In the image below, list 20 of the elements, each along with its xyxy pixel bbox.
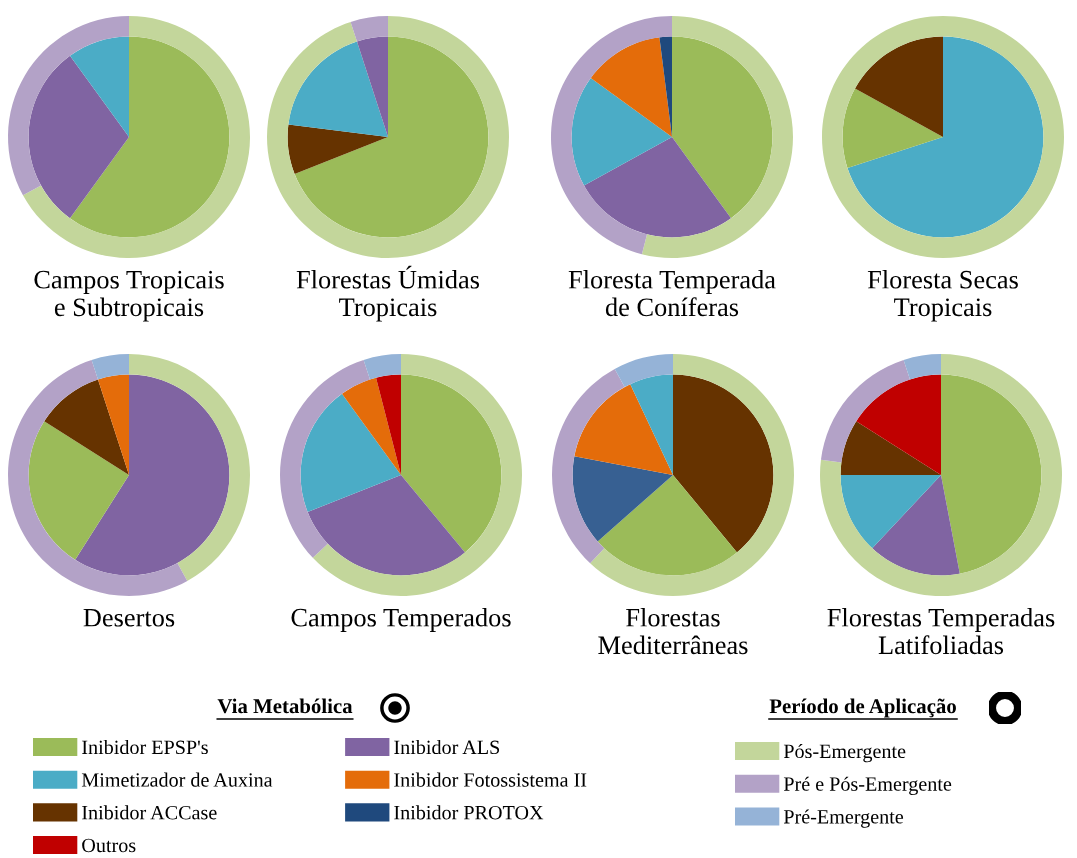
text: Floresta Secas Tropicais bbox=[867, 270, 1018, 322]
legend-label: Inibidor ACCase bbox=[82, 805, 217, 820]
text: Campos Temperados bbox=[291, 608, 511, 632]
legend-label: Pós-Emergente bbox=[783, 743, 906, 763]
legend-label: Inibidor PROTOX bbox=[394, 805, 544, 820]
legend-label: Outros bbox=[82, 838, 136, 853]
legend-title: Período de Aplicação bbox=[769, 698, 956, 718]
text: Campos Tropicais e Subtropicais bbox=[34, 270, 224, 322]
text: Florestas Temperadas Latifoliadas bbox=[827, 608, 1055, 655]
text: Floresta Temperada de Coníferas bbox=[568, 270, 776, 317]
legend-label: Inibidor EPSP's bbox=[82, 739, 208, 755]
legend-label: Mimetizador de Auxina bbox=[81, 772, 273, 787]
text: Desertos bbox=[83, 609, 175, 627]
legend-title: Via Metabólica bbox=[217, 698, 353, 714]
legend-label: Pré-Emergente bbox=[783, 809, 904, 828]
text: Florestas Mediterrâneas bbox=[598, 608, 748, 655]
legend-label: Inibidor Fotossistema II bbox=[394, 772, 587, 787]
legend-label: Pré e Pós-Emergente bbox=[783, 776, 952, 795]
text: Florestas Úmidas Tropicais bbox=[296, 265, 480, 322]
legend-label: Inibidor ALS bbox=[394, 739, 500, 755]
